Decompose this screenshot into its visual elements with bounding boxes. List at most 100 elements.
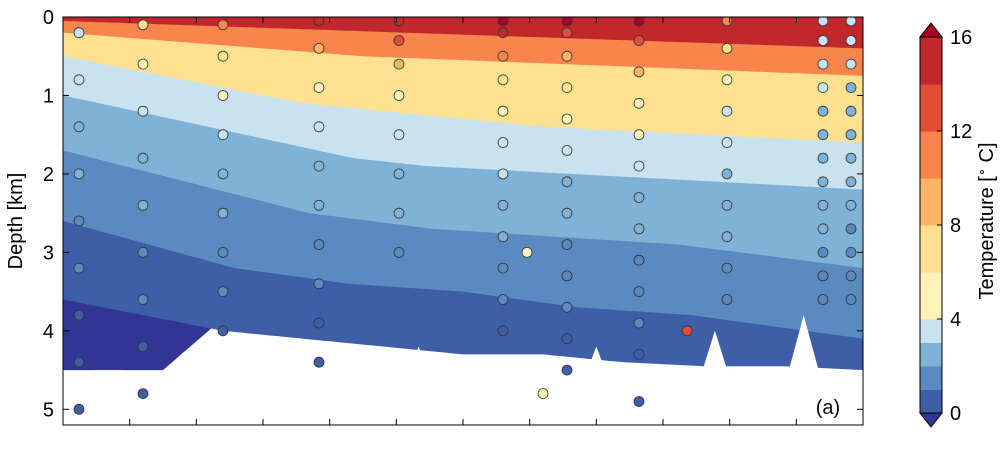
observation-point — [561, 113, 573, 125]
observation-point — [845, 152, 857, 164]
observation-point — [561, 301, 573, 313]
observation-point — [721, 168, 733, 180]
observation-point — [497, 17, 509, 27]
observation-point — [561, 50, 573, 62]
observation-point — [721, 105, 733, 117]
observation-point — [497, 325, 509, 337]
y-tick-label: 5 — [43, 399, 54, 421]
observation-point — [633, 348, 645, 360]
observation-point — [73, 262, 85, 274]
observation-point — [313, 356, 325, 368]
observation-point — [313, 43, 325, 54]
colorbar-tick-label: 12 — [950, 121, 972, 143]
observation-point — [561, 239, 573, 250]
observation-point — [497, 168, 509, 180]
observation-point — [393, 58, 405, 70]
observation-point — [313, 278, 325, 290]
observation-point — [313, 160, 325, 172]
observation-point — [497, 294, 509, 305]
observation-point — [817, 17, 829, 27]
observation-point — [845, 294, 857, 305]
observation-point — [721, 231, 733, 243]
observation-point — [845, 58, 857, 70]
observation-point — [561, 17, 573, 27]
colorbar-tick-label: 4 — [950, 309, 961, 331]
observation-point — [73, 403, 85, 415]
observation-point — [217, 19, 229, 31]
observation-point — [537, 388, 549, 400]
observation-point — [817, 246, 829, 258]
observation-point — [497, 199, 509, 211]
observation-point — [561, 333, 573, 345]
observation-point — [633, 35, 645, 46]
observation-point — [313, 17, 325, 27]
observation-point — [73, 168, 85, 180]
y-tick-label: 4 — [43, 321, 54, 343]
observation-point — [845, 199, 857, 211]
observation-point — [633, 17, 645, 27]
observation-point — [633, 223, 645, 235]
observation-point — [393, 129, 405, 141]
observation-point — [845, 35, 857, 46]
observation-point — [73, 74, 85, 86]
observation-point — [313, 82, 325, 93]
observation-point — [845, 223, 857, 235]
observation-point — [217, 286, 229, 298]
observation-point — [393, 168, 405, 180]
observation-point — [817, 199, 829, 211]
observation-point — [633, 396, 645, 407]
y-axis-label: Depth [km] — [5, 173, 27, 270]
observation-point — [137, 105, 149, 117]
observation-point — [137, 152, 149, 164]
observation-point — [73, 309, 85, 321]
observation-point — [633, 317, 645, 329]
observation-point — [721, 137, 733, 148]
observation-point — [497, 27, 509, 39]
colorbar-segment — [920, 272, 942, 320]
observation-point — [817, 58, 829, 70]
observation-point — [817, 294, 829, 305]
observation-point — [561, 27, 573, 39]
observation-point — [217, 207, 229, 219]
observation-point — [217, 50, 229, 62]
observation-point — [217, 246, 229, 258]
observation-point — [137, 58, 149, 70]
observation-point — [313, 239, 325, 250]
observation-point — [561, 176, 573, 188]
observation-point — [817, 223, 829, 235]
observation-point — [497, 74, 509, 86]
observation-point — [393, 207, 405, 219]
observation-point — [561, 144, 573, 156]
observation-point — [817, 270, 829, 282]
observation-point — [845, 270, 857, 282]
observation-point — [721, 43, 733, 54]
observation-point — [497, 50, 509, 62]
colorbar — [918, 22, 944, 428]
observation-point — [561, 207, 573, 219]
colorbar-ticks: 0 4 8 12 16 — [937, 27, 972, 425]
observation-points — [73, 17, 857, 415]
observation-point — [633, 129, 645, 141]
colorbar-tick-label: 8 — [950, 215, 961, 237]
observation-point — [721, 262, 733, 274]
observation-point — [817, 176, 829, 188]
observation-point — [845, 129, 857, 141]
y-tick-label: 0 — [43, 7, 54, 29]
observation-point — [845, 105, 857, 117]
observation-point — [393, 246, 405, 258]
y-tick-label: 1 — [43, 86, 54, 108]
observation-point — [561, 270, 573, 282]
observation-point — [721, 199, 733, 211]
observation-point — [217, 168, 229, 180]
observation-point — [561, 82, 573, 93]
observation-point — [845, 246, 857, 258]
observation-point — [721, 294, 733, 305]
observation-point — [817, 35, 829, 46]
field-band-7 — [63, 17, 863, 49]
panel-label: (a) — [816, 397, 840, 419]
observation-point — [633, 66, 645, 78]
colorbar-segment — [920, 366, 942, 390]
observation-point — [393, 35, 405, 46]
